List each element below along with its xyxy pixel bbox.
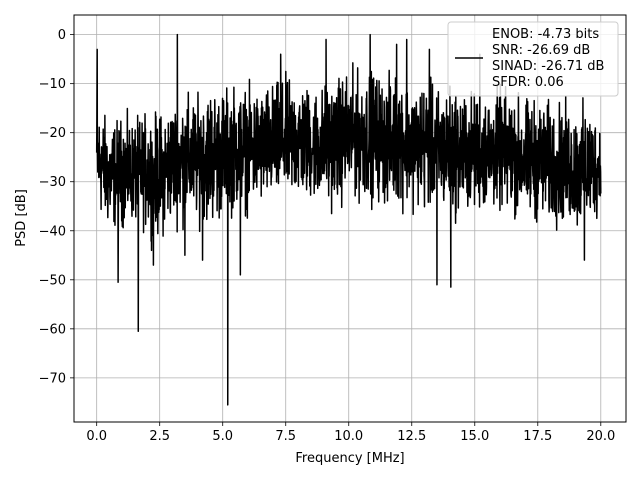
x-tick-label: 17.5 bbox=[523, 429, 552, 444]
y-axis-label: PSD [dB] bbox=[14, 189, 29, 247]
legend-entry-snr: SNR: -26.69 dB bbox=[492, 43, 590, 58]
x-tick-label: 7.5 bbox=[275, 429, 296, 444]
x-axis-label: Frequency [MHz] bbox=[295, 451, 404, 466]
legend-entry-sinad: SINAD: -26.71 dB bbox=[492, 59, 604, 74]
tick-layer: 0.0 2.5 5.0 7.5 10.0 12.5 15.0 17.5 20.0 0 −10 −20 −… bbox=[39, 28, 616, 444]
legend-entry-sfdr: SFDR: 0.06 bbox=[492, 75, 564, 90]
x-tick-label: 0.0 bbox=[86, 429, 107, 444]
y-tick-label: −20 bbox=[39, 126, 66, 141]
plot-frame bbox=[73, 14, 627, 423]
y-tick-label: −10 bbox=[39, 77, 66, 92]
series-layer bbox=[95, 33, 602, 406]
x-tick-label: 10.0 bbox=[334, 429, 363, 444]
y-tick-label: −70 bbox=[39, 371, 66, 386]
legend: ENOB: -4.73 bits SNR: -26.69 dB SINAD: -… bbox=[447, 21, 619, 97]
psd-series-line bbox=[95, 33, 602, 406]
x-tick-label: 20.0 bbox=[586, 429, 615, 444]
y-tick-label: −50 bbox=[39, 273, 66, 288]
legend-entry-enob: ENOB: -4.73 bits bbox=[492, 27, 599, 42]
y-tick-label: 0 bbox=[58, 28, 66, 43]
x-tick-label: 12.5 bbox=[397, 429, 426, 444]
y-tick-label: −60 bbox=[39, 322, 66, 337]
legend-box bbox=[447, 21, 619, 97]
y-tick-label: −40 bbox=[39, 224, 66, 239]
x-tick-label: 5.0 bbox=[212, 429, 233, 444]
x-tick-label: 2.5 bbox=[149, 429, 170, 444]
y-tick-label: −30 bbox=[39, 175, 66, 190]
x-tick-label: 15.0 bbox=[460, 429, 489, 444]
